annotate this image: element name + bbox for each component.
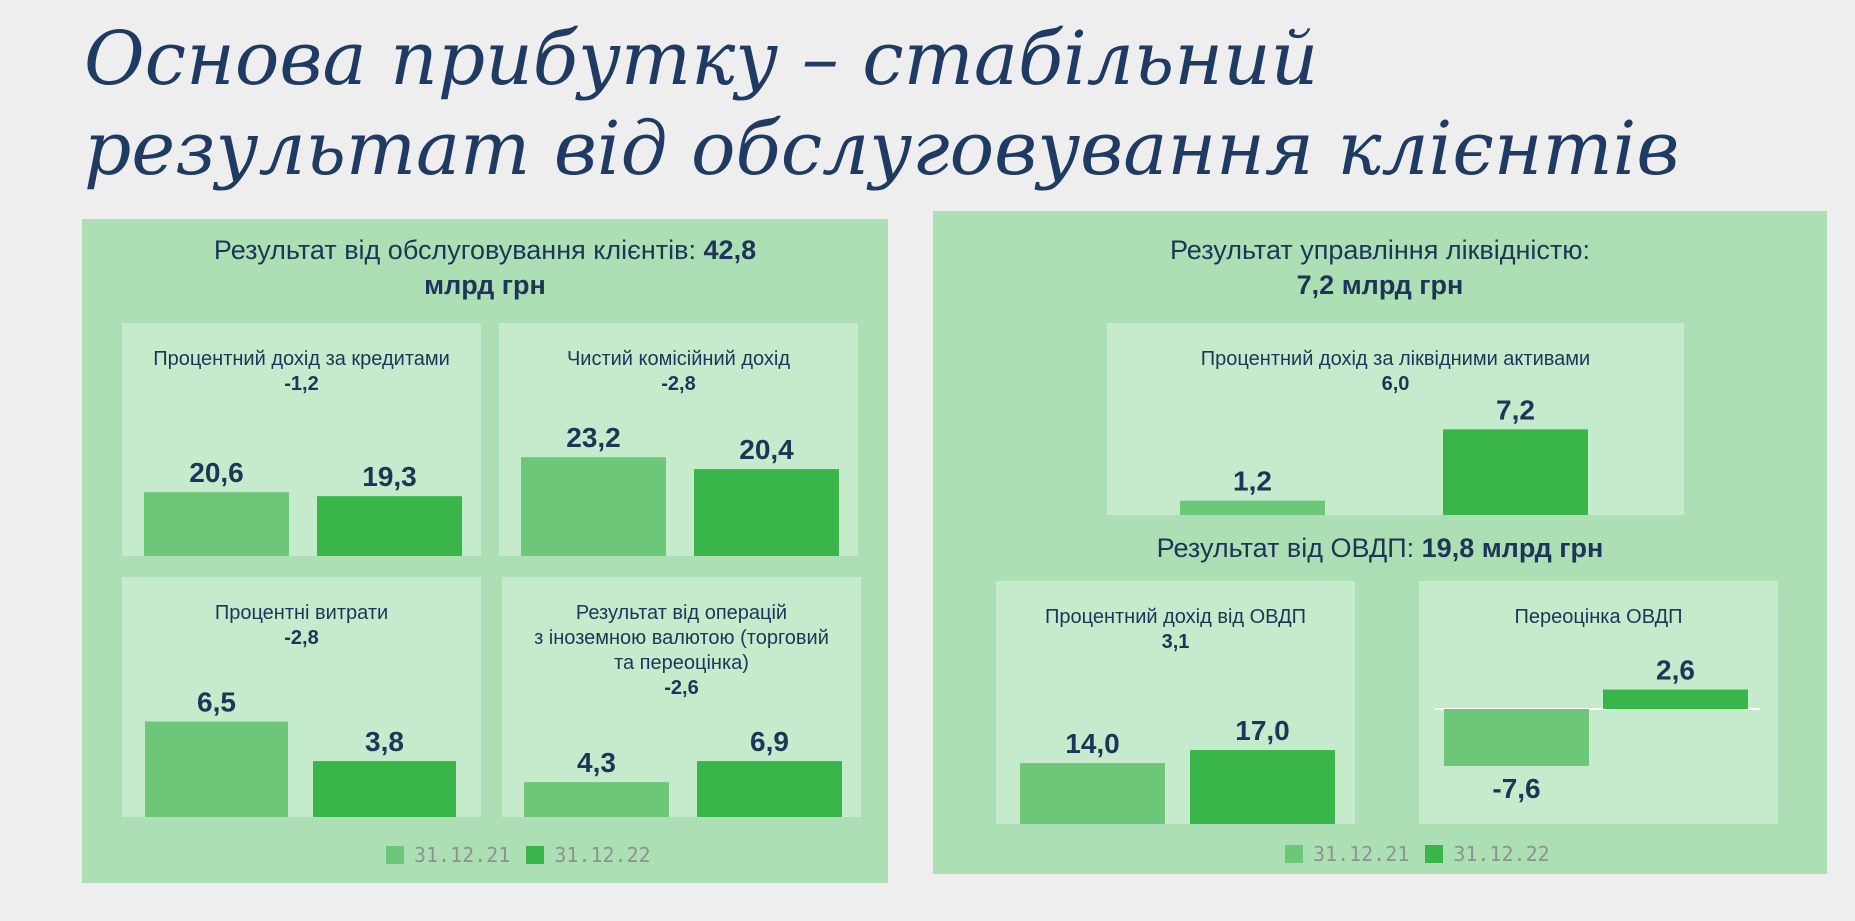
bar-prev	[521, 457, 666, 556]
chart-delta: -2,8	[284, 627, 319, 649]
bar-prev	[145, 721, 288, 817]
legend-item-prev: 31.12.21	[386, 843, 510, 867]
bar-prev	[524, 782, 669, 817]
liquidity-panel: Результат управління ліквідністю: 7,2 мл…	[933, 211, 1827, 874]
client-result-heading-text: Результат від обслуговування клієнтів:	[213, 235, 704, 265]
chart-title: Процентний дохід за кредитами -1,2	[122, 347, 481, 397]
chart-title-text: Переоцінка ОВДП	[1514, 606, 1683, 628]
bar-value-label: 4,3	[577, 747, 616, 778]
bar-value-label: 20,4	[739, 434, 794, 465]
bar-chart-svg: 20,6 19,3	[144, 457, 462, 556]
chart-card: Процентний дохід за ліквідними активами 6…	[1107, 323, 1684, 515]
chart-delta: -2,8	[661, 373, 696, 395]
bar-value-label: 20,6	[189, 457, 244, 488]
page-title-line1: Основа прибутку – стабільний	[84, 16, 1319, 102]
client-result-panel: Результат від обслуговування клієнтів: 4…	[82, 219, 888, 883]
chart-title-text: Процентні витрати	[214, 602, 389, 624]
bar-curr	[1190, 750, 1335, 824]
chart-title: Чистий комісійний дохід -2,8	[499, 347, 858, 397]
chart-delta: 3,1	[1161, 631, 1190, 653]
bar-value-label: 2,6	[1656, 655, 1695, 686]
legend-swatch-curr	[526, 846, 545, 864]
bar-chart-svg: 6,5 3,8	[145, 686, 456, 817]
chart-title-text: Результат від операцій з іноземною валют…	[534, 602, 829, 674]
bar-chart-svg: 1,2 7,2	[1180, 394, 1588, 515]
bar-chart-svg: 4,3 6,9	[524, 726, 842, 817]
legend: 31.12.21 31.12.22	[1285, 842, 1566, 866]
bar-prev	[1444, 709, 1589, 766]
bar-value-label: 6,5	[197, 686, 236, 717]
bar-value-label: 14,0	[1065, 728, 1120, 759]
legend-swatch-prev	[386, 846, 404, 864]
chart-delta: -2,6	[664, 677, 699, 699]
chart-title: Процентний дохід за ліквідними активами 6…	[1107, 347, 1684, 397]
bar-chart-svg: -7,6 2,6	[1435, 655, 1760, 804]
legend: 31.12.21 31.12.22	[386, 843, 667, 867]
liquidity-heading-text: Результат управління ліквідністю:	[1169, 235, 1591, 265]
bar-curr	[1443, 429, 1588, 515]
legend-swatch-curr	[1425, 845, 1444, 863]
legend-item-prev: 31.12.21	[1285, 842, 1409, 866]
liquidity-heading: Результат управління ліквідністю: 7,2 мл…	[933, 233, 1827, 303]
client-result-heading-value: 42,8	[703, 235, 757, 265]
ovdp-heading-value: 19,8 млрд грн	[1421, 533, 1604, 563]
page-title: Основа прибутку – стабільний результат в…	[84, 14, 1784, 194]
chart-card: Процентний дохід від ОВДП 3,1 14,0 17,0	[996, 581, 1355, 824]
bar-value-label: 23,2	[566, 422, 621, 453]
ovdp-heading-text: Результат від ОВДП:	[1156, 533, 1422, 563]
chart-title: Процентний дохід від ОВДП 3,1	[996, 605, 1355, 655]
liquidity-heading-value: 7,2 млрд грн	[1296, 270, 1464, 300]
ovdp-heading: Результат від ОВДП: 19,8 млрд грн	[933, 531, 1827, 566]
chart-title: Результат від операцій з іноземною валют…	[502, 601, 861, 701]
chart-title-text: Процентний дохід за ліквідними активами	[1200, 348, 1591, 370]
bar-value-label: 17,0	[1235, 715, 1290, 746]
legend-label-prev: 31.12.21	[414, 843, 511, 867]
chart-delta: 6,0	[1381, 373, 1410, 395]
bar-prev	[144, 492, 289, 556]
bar-curr	[694, 469, 839, 556]
bar-curr	[313, 761, 456, 817]
bar-value-label: 1,2	[1233, 466, 1272, 497]
chart-title-text: Процентний дохід за кредитами	[153, 348, 450, 370]
chart-card: Результат від операцій з іноземною валют…	[502, 577, 861, 817]
bar-prev	[1020, 763, 1165, 824]
chart-card: Чистий комісійний дохід -2,8 23,2 20,4	[499, 323, 858, 556]
bar-value-label: 6,9	[750, 726, 789, 757]
chart-title: Процентні витрати -2,8	[122, 601, 481, 651]
client-result-heading-unit: млрд грн	[424, 270, 546, 300]
client-result-heading: Результат від обслуговування клієнтів: 4…	[82, 233, 888, 303]
bar-value-label: 19,3	[362, 461, 417, 492]
bar-value-label: 7,2	[1496, 394, 1535, 425]
bar-curr	[317, 496, 462, 556]
bar-chart-svg: 23,2 20,4	[521, 422, 839, 556]
chart-card: Переоцінка ОВДП -7,6 2,6	[1419, 581, 1778, 824]
legend-label-curr: 31.12.22	[1453, 842, 1550, 866]
bar-curr	[697, 761, 842, 817]
chart-title-text: Чистий комісійний дохід	[566, 348, 791, 370]
bar-value-label: -7,6	[1492, 773, 1540, 804]
chart-delta: -1,2	[284, 373, 319, 395]
legend-item-curr: 31.12.22	[1425, 842, 1550, 866]
bar-curr	[1603, 689, 1748, 709]
bar-value-label: 3,8	[365, 726, 404, 757]
chart-card: Процентний дохід за кредитами -1,2 20,6 19,…	[122, 323, 481, 556]
legend-label-prev: 31.12.21	[1313, 842, 1410, 866]
legend-item-curr: 31.12.22	[526, 843, 651, 867]
legend-label-curr: 31.12.22	[554, 843, 651, 867]
chart-title: Переоцінка ОВДП	[1419, 605, 1778, 630]
bar-prev	[1180, 500, 1325, 515]
page-title-line2: результат від обслуговування клієнтів	[84, 106, 1680, 192]
legend-swatch-prev	[1285, 845, 1303, 863]
chart-title-text: Процентний дохід від ОВДП	[1044, 606, 1307, 628]
bar-chart-svg: 14,0 17,0	[1020, 715, 1335, 824]
chart-card: Процентні витрати -2,8 6,5 3,8	[122, 577, 481, 817]
